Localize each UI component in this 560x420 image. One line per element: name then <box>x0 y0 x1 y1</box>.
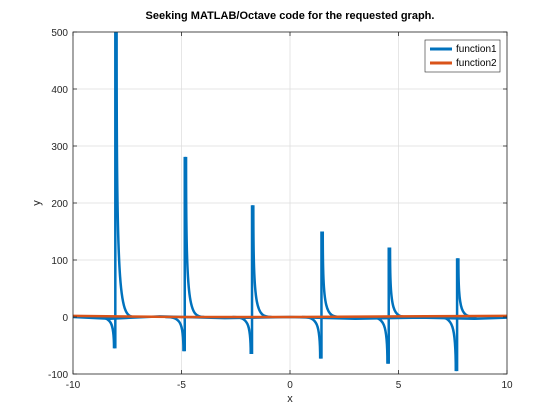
y-tick-label: 100 <box>51 256 68 267</box>
series-layer <box>72 31 508 372</box>
legend-label-function2: function2 <box>456 58 497 69</box>
ticks: -10 -5 0 5 10 -100 0 100 200 300 400 500 <box>48 28 513 391</box>
x-tick-label: 0 <box>287 380 293 391</box>
legend-box <box>424 39 501 73</box>
y-tick-label: 0 <box>62 313 68 324</box>
function2-line <box>72 314 508 319</box>
y-axis-label: y <box>31 200 43 206</box>
x-tick-label: 5 <box>396 380 402 391</box>
legend-label-function1: function1 <box>456 44 497 55</box>
x-tick-label: 10 <box>501 380 513 391</box>
legend: function1 function2 <box>424 39 501 73</box>
x-tick-label: -5 <box>177 380 186 391</box>
grid <box>72 31 508 375</box>
x-tick-label: -10 <box>66 380 81 391</box>
y-tick-label: 500 <box>51 28 68 39</box>
x-axis-label: x <box>287 393 293 405</box>
y-tick-label: -100 <box>48 370 68 381</box>
y-tick-label: 200 <box>51 199 68 210</box>
y-tick-label: 300 <box>51 142 68 153</box>
y-tick-label: 400 <box>51 85 68 96</box>
chart-title: Seeking MATLAB/Octave code for the reque… <box>146 10 435 22</box>
